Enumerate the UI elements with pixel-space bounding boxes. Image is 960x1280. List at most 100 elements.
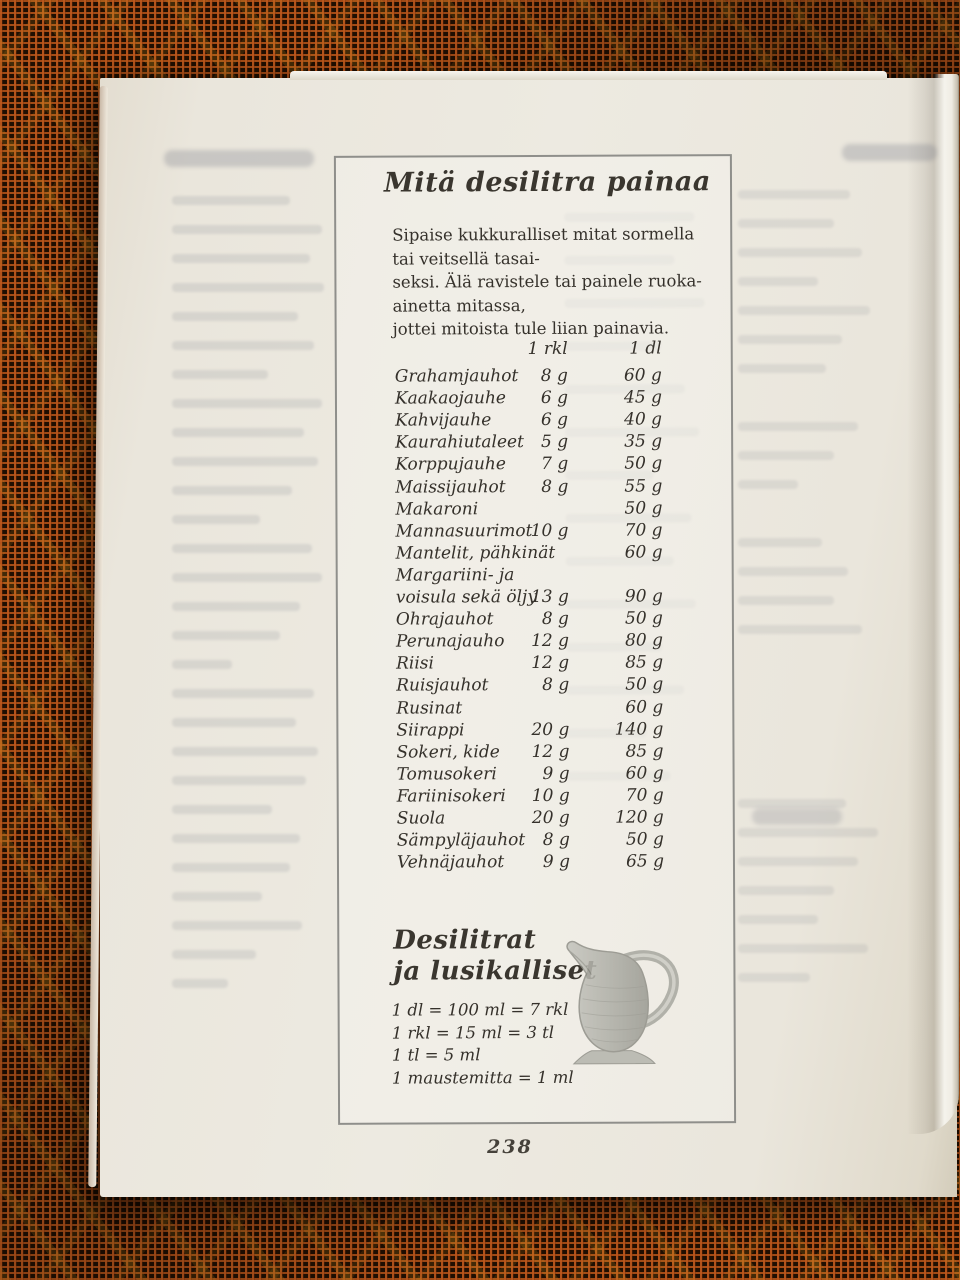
conversion-line: 1 maustemitta = 1 ml: [391, 1067, 574, 1088]
dl-value: 65 g: [626, 851, 665, 872]
ingredient-name: Korppujauhe: [395, 454, 506, 476]
pitcher-icon: [566, 940, 679, 1065]
ingredient-name: Suola: [396, 808, 446, 829]
bleedthrough-heading-right2: [752, 808, 842, 825]
table-row: Sokeri, kide 12 g 85 g: [338, 741, 732, 765]
rkl-value: 9 g: [542, 852, 571, 873]
table-row: Mannasuurimot 10 g 70 g: [337, 520, 731, 544]
ingredient-name: Kaakaojauhe: [394, 388, 507, 409]
bleedthrough-heading-left: [164, 150, 314, 167]
column-header-dl: 1 dl: [629, 338, 662, 359]
dl-value: 120 g: [614, 807, 664, 828]
bleedthrough-text-right: [738, 190, 938, 1002]
dl-value: 40 g: [624, 409, 663, 430]
underpage-edge-top: [290, 71, 887, 80]
ingredient-name: Ruisjauhot: [396, 675, 489, 697]
page-title: Mitä desilitra painaa: [383, 166, 711, 199]
rkl-value: 5 g: [540, 432, 569, 453]
dl-value: 50 g: [624, 498, 663, 519]
rkl-value: 8 g: [541, 608, 569, 630]
conversion-line: 1 rkl = 15 ml = 3 tl: [391, 1022, 555, 1043]
dl-value: 60 g: [625, 696, 664, 718]
rkl-value: 7 g: [541, 454, 569, 475]
table-row: Fariinisokeri 10 g 70 g: [339, 785, 733, 809]
rkl-value: 12 g: [531, 653, 570, 674]
intro-line: Sipaise kukkuralliset mitat sormella tai…: [392, 224, 695, 269]
dl-value: 60 g: [625, 763, 664, 784]
ingredient-name: Kahvijauhe: [395, 410, 492, 431]
dl-value: 85 g: [625, 652, 664, 673]
conversion-line: 1 dl = 100 ml = 7 rkl: [391, 999, 569, 1020]
rkl-value: 8 g: [540, 365, 568, 387]
dl-value: 45 g: [623, 387, 662, 408]
table-row: Perunajauho 12 g 80 g: [338, 630, 732, 654]
ingredient-name: Tomusokeri: [396, 763, 497, 785]
ingredient-name: Vehnäjauhot: [396, 852, 505, 873]
table-row: Riisi 12 g 85 g: [338, 652, 732, 676]
rkl-value: 6 g: [540, 410, 569, 431]
table-row: Siirappi 20 g 140 g: [338, 719, 732, 743]
table-header-row: 1 rkl 1 dl: [337, 338, 731, 362]
dl-value: 85 g: [625, 741, 664, 762]
ingredient-name: Fariinisokeri: [396, 786, 506, 807]
dl-value: 70 g: [625, 785, 664, 806]
column-header-rkl: 1 rkl: [527, 338, 568, 360]
intro-line: seksi. Älä ravistele tai painele ruoka-a…: [392, 271, 702, 316]
book-page: Mitä desilitra painaa Sipaise kukkuralli…: [88, 71, 959, 1197]
page-number: 238: [487, 1136, 533, 1158]
bleedthrough-text-left: [172, 196, 404, 1008]
dl-value: 80 g: [625, 630, 664, 651]
dl-value: 60 g: [624, 542, 663, 563]
rkl-value: 8 g: [541, 476, 569, 497]
ingredient-name: Maissijauhot: [395, 476, 506, 498]
ingredient-name: Margariini- ja: [395, 565, 515, 586]
rkl-value: 20 g: [531, 719, 570, 740]
conversion-line: 1 tl = 5 ml: [391, 1045, 481, 1065]
dl-value: 60 g: [623, 365, 662, 386]
intro-paragraph: Sipaise kukkuralliset mitat sormella tai…: [392, 222, 717, 341]
dl-value: 50 g: [624, 453, 663, 475]
table-body: Grahamjauhot 8 g 60 g Kaakaojauhe 6 g 45…: [337, 365, 733, 875]
rkl-value: 6 g: [540, 388, 568, 409]
ingredient-name: Perunajauho: [395, 631, 505, 652]
dl-value: 70 g: [624, 520, 663, 541]
dl-value: 50 g: [625, 674, 664, 696]
page-curl-edge: [907, 74, 959, 1134]
table-row: Mantelit, pähkinät 60 g: [338, 542, 732, 566]
table-row: Grahamjauhot 8 g 60 g: [337, 365, 731, 389]
table-row: Tomusokeri 9 g 60 g: [339, 763, 733, 787]
dl-value: 140 g: [614, 719, 664, 740]
conversion-list: 1 dl = 100 ml = 7 rkl 1 rkl = 15 ml = 3 t…: [392, 999, 574, 1090]
table-row: voisula sekä öljy 13 g 90 g: [338, 586, 732, 610]
ingredient-name: Sokeri, kide: [396, 741, 500, 763]
table-row: Vehnäjauhot 9 g 65 g: [339, 851, 733, 875]
dl-value: 50 g: [625, 829, 664, 850]
rkl-value: 13 g: [530, 586, 569, 608]
table-row: Suola 20 g 120 g: [339, 807, 733, 831]
table-row: Ruisjauhot 8 g 50 g: [338, 675, 732, 699]
ingredient-name: Mantelit, pähkinät: [395, 542, 556, 564]
table-row: Kaakaojauhe 6 g 45 g: [337, 387, 731, 411]
dl-value: 90 g: [624, 586, 663, 607]
rkl-value: 12 g: [531, 741, 570, 762]
table-row: Makaroni 50 g: [337, 498, 731, 522]
table-row: Sämpyläjauhot 8 g 50 g: [339, 829, 733, 853]
content-frame: Mitä desilitra painaa Sipaise kukkuralli…: [333, 154, 737, 1125]
rkl-value: 12 g: [531, 631, 570, 652]
table-row: Maissijauhot 8 g 55 g: [337, 476, 731, 500]
ingredient-name: Ohrajauhot: [395, 609, 494, 630]
rkl-value: 20 g: [531, 807, 570, 828]
table-row: Ohrajauhot 8 g 50 g: [338, 608, 732, 632]
rkl-value: 10 g: [530, 520, 569, 541]
rkl-value: 10 g: [531, 785, 570, 806]
rkl-value: 9 g: [542, 763, 570, 784]
table-row: Margariini- ja: [338, 564, 732, 588]
dl-value: 55 g: [624, 476, 663, 497]
ingredient-name: Makaroni: [395, 498, 479, 520]
table-row: Korppujauhe 7 g 50 g: [337, 454, 731, 478]
dl-value: 50 g: [624, 608, 663, 629]
bleedthrough-heading-right: [842, 144, 937, 161]
ingredient-name: Siirappi: [396, 719, 465, 741]
ingredient-name: Riisi: [396, 653, 434, 674]
